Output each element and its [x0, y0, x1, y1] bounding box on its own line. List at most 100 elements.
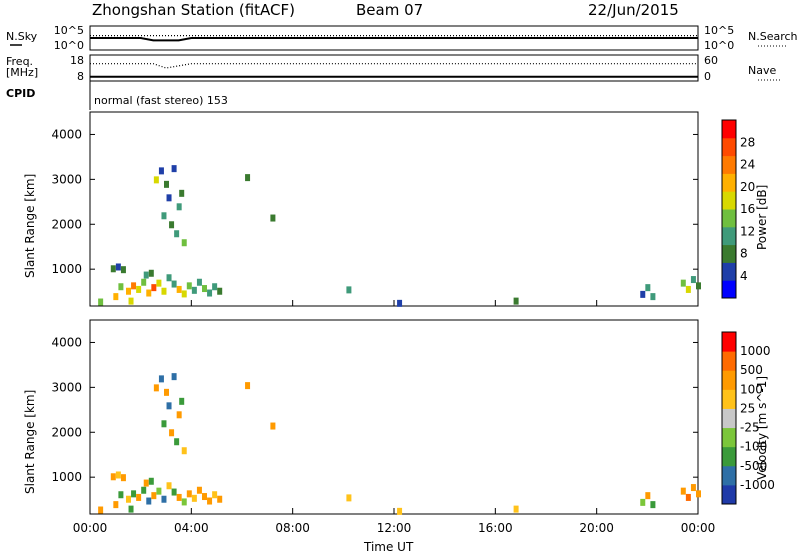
power-point	[98, 298, 104, 306]
velocity-point	[202, 493, 207, 501]
velocity-point	[136, 493, 142, 501]
freq-unit-label: [MHz]	[6, 66, 39, 79]
power-point	[120, 266, 126, 274]
velocity-point	[696, 490, 701, 498]
velocity-point	[110, 473, 116, 481]
velocity-point	[176, 493, 182, 501]
velocity-point	[126, 495, 131, 503]
power-point	[143, 271, 149, 279]
power-colorbar-tick: 20	[740, 180, 755, 194]
velocity-colorbar-segment	[722, 446, 736, 467]
velocity-point	[685, 493, 691, 501]
power-colorbar-label: Power [dB]	[755, 184, 769, 250]
noise-ytick: 10^5	[54, 24, 84, 37]
velocity-point	[181, 447, 187, 455]
power-point	[166, 274, 172, 282]
xtick-label: 04:00	[174, 521, 209, 535]
power-colorbar-segment	[722, 262, 736, 281]
cpid-label: CPID	[6, 87, 36, 100]
velocity-point	[174, 438, 180, 446]
velocity-colorbar-tick: 1000	[740, 344, 771, 358]
beam-label: Beam 07	[356, 1, 424, 19]
noise-ytick: 10^0	[54, 39, 84, 52]
velocity-point	[113, 501, 119, 509]
power-point	[136, 285, 142, 293]
power-point	[113, 293, 119, 301]
power-point	[164, 180, 169, 188]
power-point	[141, 278, 147, 286]
velocity-point	[171, 373, 177, 381]
velocity-colorbar-tick: 25	[740, 401, 755, 415]
xtick-label: 20:00	[579, 521, 614, 535]
xtick-label: 00:00	[73, 521, 108, 535]
power-point	[181, 239, 187, 247]
velocity-point	[118, 491, 124, 499]
date-label: 22/Jun/2015	[588, 1, 679, 19]
power-point	[131, 282, 137, 290]
velocity-point	[270, 422, 276, 430]
freq-ytick: 18	[70, 54, 84, 67]
velocity-colorbar-segment	[722, 332, 736, 352]
velocity-ylabel: Slant Range [km]	[23, 389, 37, 494]
velocity-point	[131, 490, 137, 498]
velocity-colorbar-segment	[722, 408, 736, 429]
power-colorbar-segment	[722, 244, 736, 263]
velocity-point	[146, 497, 152, 505]
power-point	[191, 286, 197, 294]
velocity-ytick-label: 4000	[51, 335, 82, 349]
velocity-point	[120, 474, 126, 482]
power-colorbar-segment	[722, 209, 736, 228]
velocity-point	[346, 494, 352, 502]
power-ytick-label: 1000	[51, 262, 82, 276]
freq-panel-frame	[89, 54, 699, 82]
noise-ytick-right: 10^5	[704, 24, 734, 37]
velocity-colorbar-frame	[721, 331, 737, 505]
velocity-point	[171, 488, 177, 496]
velocity-point	[212, 491, 218, 499]
power-point	[158, 167, 164, 175]
power-point	[181, 290, 187, 298]
velocity-colorbar-tick: -100	[740, 440, 767, 454]
velocity-colorbar-segment	[722, 389, 736, 409]
velocity-colorbar-segment	[722, 484, 736, 505]
power-point	[176, 285, 182, 293]
power-point	[169, 221, 175, 229]
station-title: Zhongshan Station (fitACF)	[92, 1, 296, 19]
velocity-point	[128, 505, 134, 513]
freq-series-1	[90, 63, 698, 69]
power-point	[513, 297, 519, 305]
power-point	[110, 265, 116, 273]
power-point	[217, 287, 223, 295]
power-colorbar-tick: 28	[740, 135, 755, 149]
velocity-colorbar-segment	[722, 427, 736, 448]
power-point	[696, 282, 701, 290]
power-colorbar-segment	[722, 191, 736, 210]
xtick-label: 08:00	[275, 521, 310, 535]
velocity-point	[115, 471, 121, 479]
velocity-point	[151, 492, 157, 500]
nsky-label: N.Sky	[6, 30, 38, 43]
velocity-point	[179, 397, 185, 405]
velocity-point	[650, 501, 656, 509]
power-ytick-label: 4000	[51, 127, 82, 141]
velocity-point	[217, 495, 223, 503]
velocity-colorbar-tick: -25	[740, 421, 760, 435]
power-point	[146, 289, 152, 297]
power-point	[115, 263, 121, 271]
power-point	[202, 285, 207, 293]
power-point	[196, 278, 202, 286]
xtick-label: 00:00	[681, 521, 716, 535]
velocity-point	[143, 479, 149, 487]
velocity-point	[153, 384, 159, 392]
power-point	[166, 194, 172, 202]
freq-label: Freq.	[6, 55, 34, 68]
power-point	[171, 165, 177, 173]
power-point	[212, 283, 218, 291]
power-point	[179, 189, 185, 197]
power-point	[640, 290, 646, 298]
power-colorbar-tick: 16	[740, 202, 755, 216]
power-point	[128, 297, 134, 305]
power-point	[690, 276, 696, 284]
velocity-ytick-label: 1000	[51, 470, 82, 484]
cpid-text: normal (fast stereo) 153	[94, 94, 228, 107]
